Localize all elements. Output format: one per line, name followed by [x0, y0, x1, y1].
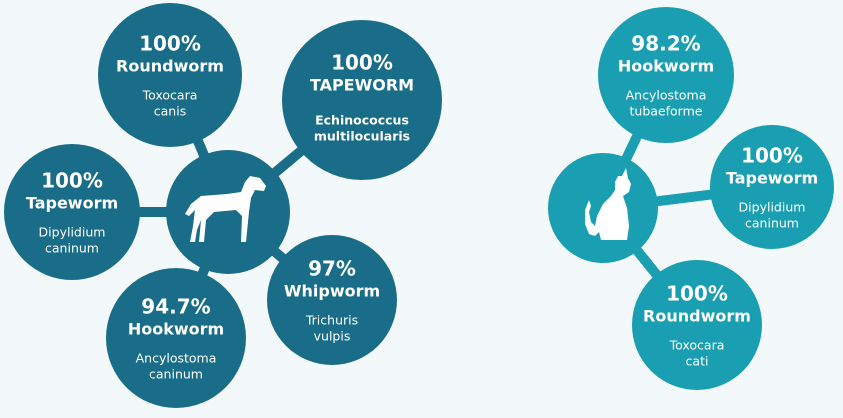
cat-icon	[585, 168, 631, 240]
node-circle	[4, 144, 140, 280]
node-species: canis	[154, 104, 186, 119]
node-circle	[282, 20, 442, 180]
node-species: caninum	[149, 367, 203, 382]
node-percent: 100%	[139, 32, 201, 56]
node-percent: 97%	[308, 257, 356, 281]
node-species: Toxocara	[669, 338, 725, 353]
node-percent: 100%	[666, 282, 728, 306]
node-name: Hookworm	[618, 57, 714, 76]
node-percent: 98.2%	[631, 32, 700, 56]
node-percent: 100%	[741, 144, 803, 168]
node-name: Roundworm	[116, 57, 224, 76]
node-species: Toxocara	[142, 88, 198, 103]
node-percent: 100%	[41, 169, 103, 193]
node-circle	[106, 268, 246, 408]
node-name: Tapeworm	[726, 169, 818, 188]
node-species: caninum	[45, 241, 99, 256]
node-name: Hookworm	[128, 320, 224, 339]
node-circle	[632, 260, 762, 390]
node-species: multilocularis	[314, 129, 410, 144]
node-species: caninum	[745, 216, 799, 231]
node-circle	[267, 235, 397, 365]
node-name: TAPEWORM	[310, 76, 414, 95]
node-species: tubaeforme	[630, 104, 703, 119]
node-species: Trichuris	[305, 313, 358, 328]
nodes: 100%RoundwormToxocaracanis100%TAPEWORMEc…	[4, 3, 834, 408]
node-circle	[98, 3, 242, 147]
node-name: Roundworm	[643, 307, 751, 326]
node-percent: 94.7%	[141, 295, 210, 319]
node-species: Ancylostoma	[626, 88, 707, 103]
node-species: cati	[686, 354, 709, 369]
node-species: Dipylidium	[739, 200, 806, 215]
node-species: Echinococcus	[315, 113, 409, 128]
node-percent: 100%	[331, 51, 393, 75]
node-name: Tapeworm	[26, 194, 118, 213]
node-circle	[710, 125, 834, 249]
dog-hub	[166, 150, 290, 274]
dog-icon	[185, 176, 266, 242]
node-species: vulpis	[314, 329, 351, 344]
node-species: Dipylidium	[39, 225, 106, 240]
node-name: Whipworm	[284, 282, 380, 301]
node-species: Ancylostoma	[136, 351, 217, 366]
node-circle	[598, 7, 734, 143]
